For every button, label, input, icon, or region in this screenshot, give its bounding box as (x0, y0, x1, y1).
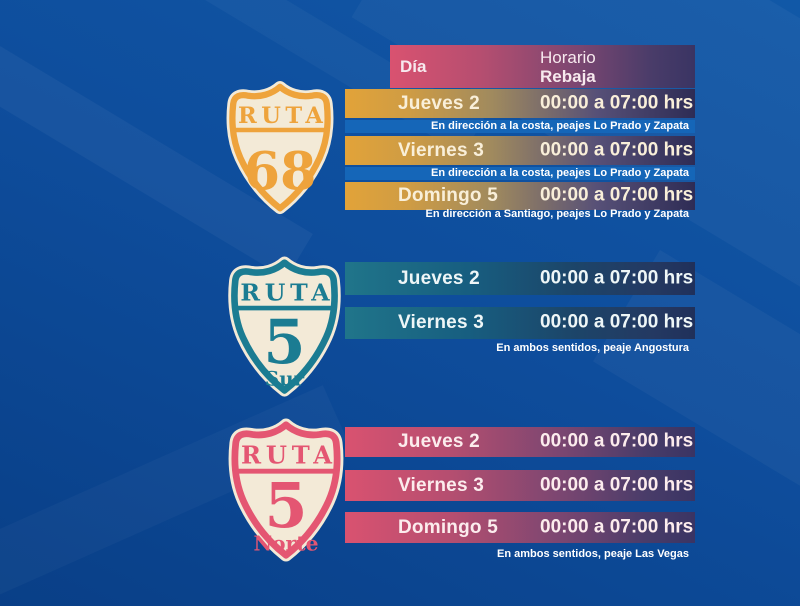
schedule-row: Jueves 2 00:00 a 07:00 hrs (345, 427, 695, 457)
time-value: 00:00 a 07:00 hrs (540, 267, 694, 289)
shield-suffix: Sur (265, 367, 305, 391)
shield-ruta-text: RUTA (238, 103, 327, 129)
time-value: 00:00 a 07:00 hrs (540, 139, 694, 161)
direction-note: En dirección a la costa, peajes Lo Prado… (345, 167, 695, 180)
schedule-row: Domingo 5 00:00 a 07:00 hrs (345, 182, 695, 210)
shield-ruta-text: RUTA (241, 440, 337, 469)
schedule-row: Jueves 2 00:00 a 07:00 hrs (345, 89, 695, 118)
day-label: Jueves 2 (398, 267, 480, 289)
column-header-time-line2: Rebaja (540, 66, 596, 86)
time-value: 00:00 a 07:00 hrs (540, 516, 694, 538)
column-header-time: Horario Rebaja (540, 48, 596, 86)
route-shield-68: RUTA 68 (226, 80, 334, 215)
day-label: Domingo 5 (398, 185, 498, 206)
schedule-row: Viernes 3 00:00 a 07:00 hrs (345, 307, 695, 339)
direction-note: En ambos sentidos, peaje Las Vegas (497, 548, 689, 560)
direction-note: En dirección a la costa, peajes Lo Prado… (345, 120, 695, 133)
shield-number: 5 (264, 469, 307, 542)
direction-note: En ambos sentidos, peaje Angostura (496, 342, 689, 354)
shield-suffix: Norte (253, 531, 318, 555)
column-header-day: Día (400, 56, 427, 76)
time-value: 00:00 a 07:00 hrs (540, 430, 694, 452)
schedule-row: Viernes 3 00:00 a 07:00 hrs (345, 470, 695, 501)
shield-border (231, 259, 338, 394)
route-shield-5-sur: RUTA 5 Sur (228, 256, 341, 397)
day-label: Viernes 3 (398, 474, 484, 496)
shield-number: 68 (244, 141, 317, 202)
route-shield-5-norte: RUTA 5 Norte (228, 418, 344, 562)
time-value: 00:00 a 07:00 hrs (540, 184, 694, 206)
time-value: 00:00 a 07:00 hrs (540, 474, 694, 496)
schedule-row: Viernes 3 00:00 a 07:00 hrs (345, 136, 695, 165)
shield-border (229, 83, 331, 212)
time-value: 00:00 a 07:00 hrs (540, 311, 694, 333)
day-label: Viernes 3 (398, 312, 484, 333)
schedule-row: Domingo 5 00:00 a 07:00 hrs (345, 512, 695, 543)
shield-number: 5 (263, 307, 305, 378)
column-header-time-line1: Horario (540, 47, 596, 67)
shield-border (231, 421, 341, 559)
day-label: Domingo 5 (398, 516, 498, 538)
schedule-row: Jueves 2 00:00 a 07:00 hrs (345, 262, 695, 295)
shield-ruta-text: RUTA (240, 278, 334, 306)
day-label: Viernes 3 (398, 139, 484, 161)
direction-note: En dirección a Santiago, peajes Lo Prado… (425, 208, 689, 220)
day-label: Jueves 2 (398, 431, 480, 452)
time-value: 00:00 a 07:00 hrs (540, 92, 694, 114)
day-label: Jueves 2 (398, 92, 480, 114)
table-header: Día Horario Rebaja (390, 45, 695, 88)
